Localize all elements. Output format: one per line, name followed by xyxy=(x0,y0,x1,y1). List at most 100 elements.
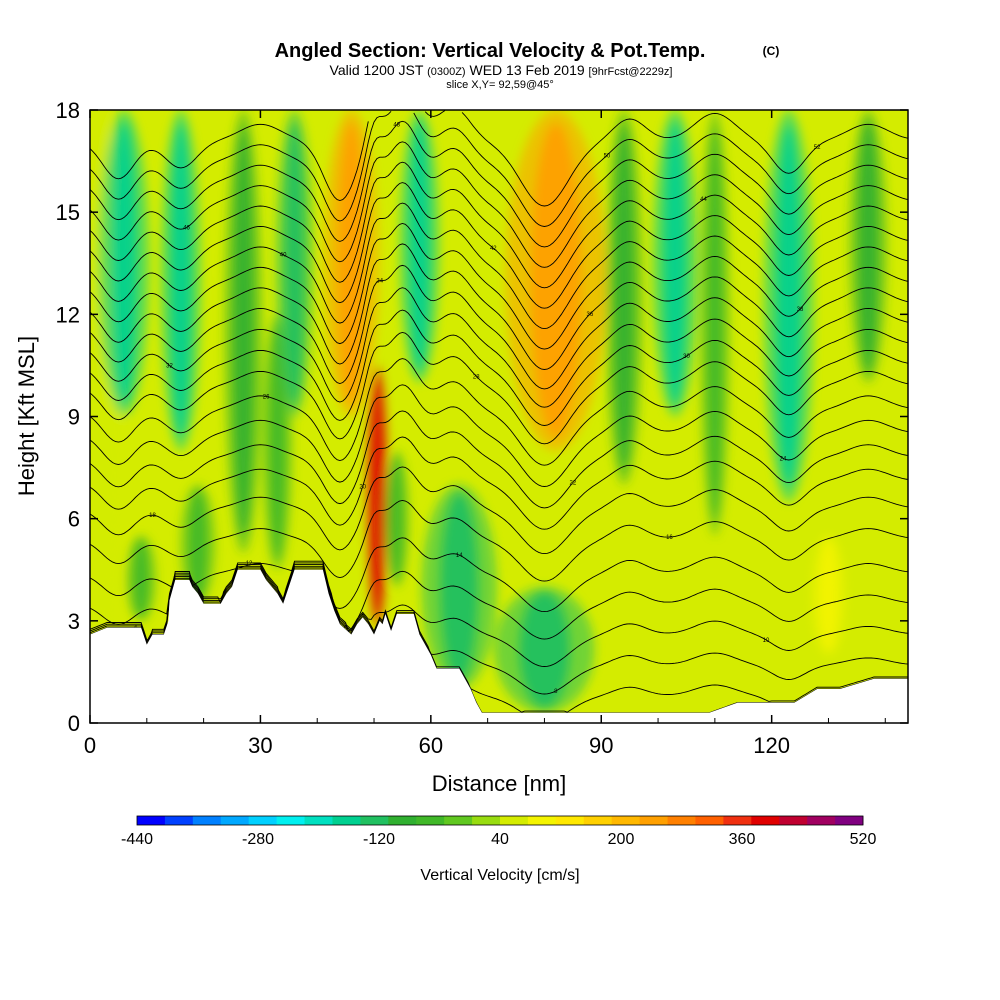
velocity-cell-core xyxy=(133,539,149,618)
subtitle-utc: (0300Z) xyxy=(427,66,466,78)
pot-temp-contour-label: 20 xyxy=(359,485,366,491)
pot-temp-contour-label: 6 xyxy=(344,626,348,632)
pot-temp-contour xyxy=(90,264,908,390)
colorbar-tick-label: 360 xyxy=(729,831,756,848)
subtitle-valid: Valid 1200 JST xyxy=(330,62,424,78)
terrain-mask xyxy=(90,569,908,723)
slice-label: slice X,Y= 92,59@45° xyxy=(446,79,554,91)
pot-temp-contour-label: 16 xyxy=(666,535,673,541)
pot-temp-contour xyxy=(90,223,908,350)
pot-temp-contour xyxy=(90,537,908,613)
pot-temp-contour-label: 14 xyxy=(456,553,463,559)
pot-temp-contours xyxy=(90,110,908,714)
colorbar-swatch xyxy=(723,816,752,825)
velocity-cell-core xyxy=(858,120,878,372)
colorbar-swatch xyxy=(500,816,529,825)
pot-temp-contour-label: 34 xyxy=(376,279,383,285)
pot-temp-contour xyxy=(90,410,908,509)
velocity-cell-core xyxy=(614,124,634,470)
pot-temp-contour-label: 32 xyxy=(166,363,173,369)
colorbar-swatch xyxy=(416,816,445,825)
velocity-cell-core xyxy=(337,122,366,405)
pot-temp-contour-label: 18 xyxy=(149,513,156,519)
velocity-cell-core xyxy=(390,456,403,582)
velocity-cell-core xyxy=(189,489,207,600)
pot-temp-contour xyxy=(90,287,908,408)
pot-temp-contour xyxy=(90,182,908,309)
velocity-cell-core xyxy=(371,375,384,618)
x-tick-label: 120 xyxy=(753,733,790,758)
pot-temp-contour xyxy=(90,110,908,207)
colorbar-swatch xyxy=(667,816,696,825)
velocity-cell-core xyxy=(269,324,285,560)
pot-temp-contour-label: 46 xyxy=(183,226,190,232)
velocity-field xyxy=(90,110,887,723)
colorbar-swatch xyxy=(611,816,641,825)
colorbar-swatch xyxy=(835,816,864,825)
colorbar-swatch xyxy=(388,816,417,825)
x-tick-label: 30 xyxy=(248,733,272,758)
y-tick-label: 3 xyxy=(68,609,80,634)
pot-temp-contour xyxy=(90,436,908,530)
colorbar-swatch xyxy=(276,816,305,825)
pot-temp-contour xyxy=(90,141,908,268)
colorbar-swatch xyxy=(248,816,278,825)
pot-temp-contour xyxy=(90,384,908,487)
colorbar-swatch xyxy=(779,816,808,825)
pot-temp-contour-label: 30 xyxy=(683,354,690,360)
x-tick-label: 90 xyxy=(589,733,613,758)
colorbar-swatch xyxy=(137,816,166,825)
pot-temp-contour-label: 52 xyxy=(814,145,821,151)
y-tick-label: 12 xyxy=(56,302,80,327)
colorbar-swatch xyxy=(332,816,361,825)
colorbar-swatch xyxy=(555,816,585,825)
colorbar-swatch xyxy=(695,816,724,825)
chart-title: Angled Section: Vertical Velocity & Pot.… xyxy=(275,40,706,62)
pot-temp-contour xyxy=(90,243,908,370)
y-tick-label: 0 xyxy=(68,711,80,736)
pot-temp-contour-label: 22 xyxy=(570,481,577,487)
pot-temp-contour-label: 8 xyxy=(554,689,558,695)
colorbar-label: Vertical Velocity [cm/s] xyxy=(420,867,579,884)
colorbar-swatch xyxy=(220,816,250,825)
x-tick-label: 0 xyxy=(84,733,96,758)
pot-temp-contour xyxy=(90,567,908,713)
velocity-cell-core xyxy=(285,122,304,405)
colorbar-swatch xyxy=(751,816,780,825)
colorbar-tick-label: 520 xyxy=(850,831,877,848)
pot-temp-contour-labels: 46 8 10 12 14 16 18 20 22 24 26 28 30 32 34 36 38 40 42 44 4… xyxy=(134,123,821,695)
pot-temp-contour-label: 26 xyxy=(263,394,270,400)
velocity-cell-core xyxy=(820,540,837,651)
pot-temp-contour xyxy=(90,332,908,445)
colorbar-swatch xyxy=(639,816,668,825)
velocity-cell-core xyxy=(519,591,570,708)
pot-temp-contour xyxy=(90,466,908,555)
colorbar-swatch xyxy=(360,816,389,825)
colorbar-swatch xyxy=(304,816,333,825)
colorbar-swatch xyxy=(192,816,222,825)
plot-area: 46 8 10 12 14 16 18 20 22 24 26 28 30 32 34 36 38 40 42 44 4… xyxy=(90,110,908,723)
y-axis-label: Height [Kft MSL] xyxy=(14,336,39,496)
pot-temp-contour xyxy=(90,565,908,695)
colorbar-tick-label: -120 xyxy=(363,831,395,848)
pot-temp-contour-label: 12 xyxy=(246,561,253,567)
colorbar-tick-label: 200 xyxy=(608,831,635,848)
pot-temp-contour xyxy=(90,120,908,248)
pot-temp-contour xyxy=(90,564,908,667)
colorbar-frame xyxy=(136,815,864,826)
y-tick-label: 15 xyxy=(56,200,80,225)
y-tick-label: 6 xyxy=(68,507,80,532)
velocity-cell-core xyxy=(663,122,687,405)
colorbar-tick-label: -440 xyxy=(121,831,153,848)
x-tick-label: 60 xyxy=(419,733,443,758)
pot-temp-contour-label: 48 xyxy=(393,123,400,129)
colorbar-swatch xyxy=(164,816,194,825)
pot-temp-contour xyxy=(90,309,908,426)
pot-temp-contour-label: 28 xyxy=(473,374,480,380)
subtitle-forecast: [9hrFcst@2229z] xyxy=(589,66,673,78)
colorbar-tick-label: 40 xyxy=(491,831,509,848)
pot-temp-contour-label: 40 xyxy=(280,253,287,259)
subtitle-date: WED 13 Feb 2019 xyxy=(469,62,584,78)
